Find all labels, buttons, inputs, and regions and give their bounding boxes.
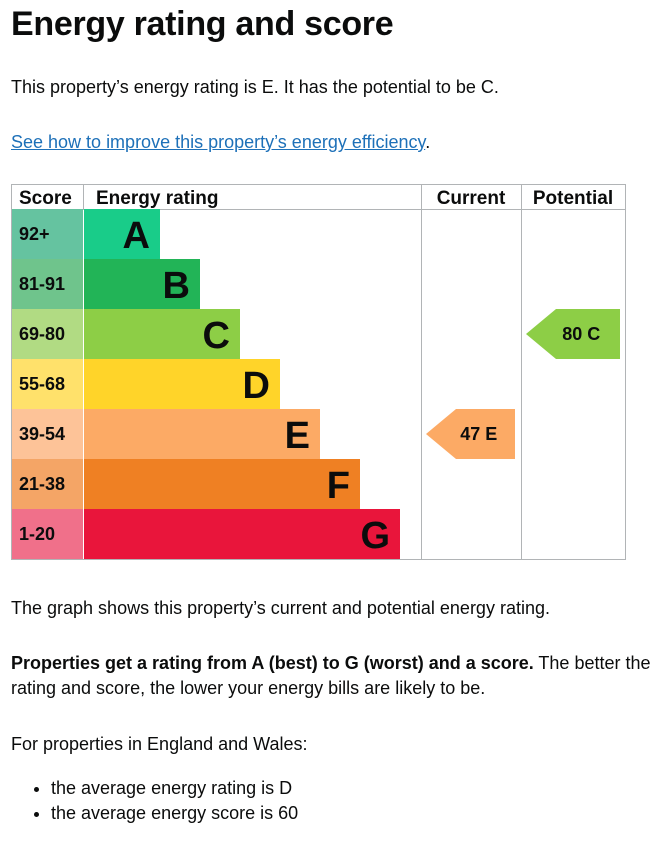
- score-label-c: 69-80: [19, 324, 65, 344]
- ratings-explanation: Properties get a rating from A (best) to…: [11, 651, 651, 701]
- energy-rating-chart: Score Energy rating Current Potential 92+ A 8…: [11, 184, 626, 560]
- rating-summary: This property’s energy rating is E. It h…: [11, 77, 499, 97]
- rating-markers: 47 E 80 C: [426, 309, 620, 459]
- band-bar-d: [84, 359, 280, 409]
- link-suffix: .: [425, 132, 431, 152]
- band-bar-f: [84, 459, 360, 509]
- score-cell-e: [12, 409, 83, 459]
- band-bar-g: [84, 509, 400, 559]
- score-cell-f: [12, 459, 83, 509]
- band-letter-b: B: [163, 265, 190, 307]
- average-score-item: the average energy score is 60: [51, 801, 298, 826]
- score-cell-d: [12, 359, 83, 409]
- score-cell-c: [12, 309, 83, 359]
- score-label-d: 55-68: [19, 374, 65, 394]
- graph-caption: The graph shows this property’s current …: [11, 598, 550, 618]
- header-energy-rating: Energy rating: [96, 188, 218, 209]
- ratings-bold-text: Properties get a rating from A (best) to…: [11, 653, 534, 673]
- chart-headers: Score Energy rating Current Potential: [19, 188, 613, 209]
- score-label-f: 21-38: [19, 474, 65, 494]
- band-bar-e: [84, 409, 320, 459]
- current-rating-arrow: [426, 409, 515, 459]
- band-bar-a: [84, 209, 160, 259]
- improve-efficiency-link[interactable]: See how to improve this property’s energ…: [11, 132, 426, 152]
- score-cell-g: [12, 509, 83, 559]
- chart-grid: [11, 184, 626, 560]
- band-bar-c: [84, 309, 240, 359]
- rating-bands: 92+ A 81-91 B 69-80 C 55-68 D 39-54 E 21-38 F 1-20 G: [12, 209, 400, 559]
- band-letter-c: C: [203, 315, 230, 357]
- current-rating-label: 47 E: [460, 424, 497, 444]
- average-rating-item: the average energy rating is D: [51, 776, 298, 801]
- improve-paragraph: See how to improve this property’s energ…: [11, 130, 651, 155]
- potential-rating-label: 80 C: [562, 324, 600, 344]
- average-list: the average energy rating is D the avera…: [11, 776, 298, 826]
- page-title: Energy rating and score: [11, 5, 394, 43]
- score-label-a: 92+: [19, 224, 50, 244]
- chart-border: [11, 184, 626, 560]
- england-wales-intro: For properties in England and Wales:: [11, 734, 308, 754]
- ratings-plain-text: The better the rating and score, the low…: [11, 653, 651, 698]
- band-letter-d: D: [243, 365, 270, 407]
- score-cell-a: [12, 209, 83, 259]
- band-letter-f: F: [327, 465, 350, 507]
- score-label-b: 81-91: [19, 274, 65, 294]
- score-label-e: 39-54: [19, 424, 65, 444]
- potential-rating-arrow: [526, 309, 620, 359]
- score-cell-b: [12, 259, 83, 309]
- band-bar-b: [84, 259, 200, 309]
- band-letter-a: A: [123, 215, 150, 257]
- score-label-g: 1-20: [19, 524, 55, 544]
- header-score: Score: [19, 188, 72, 209]
- band-letter-g: G: [360, 515, 390, 557]
- band-letter-e: E: [285, 415, 310, 457]
- header-potential: Potential: [533, 188, 613, 209]
- header-current: Current: [437, 188, 506, 209]
